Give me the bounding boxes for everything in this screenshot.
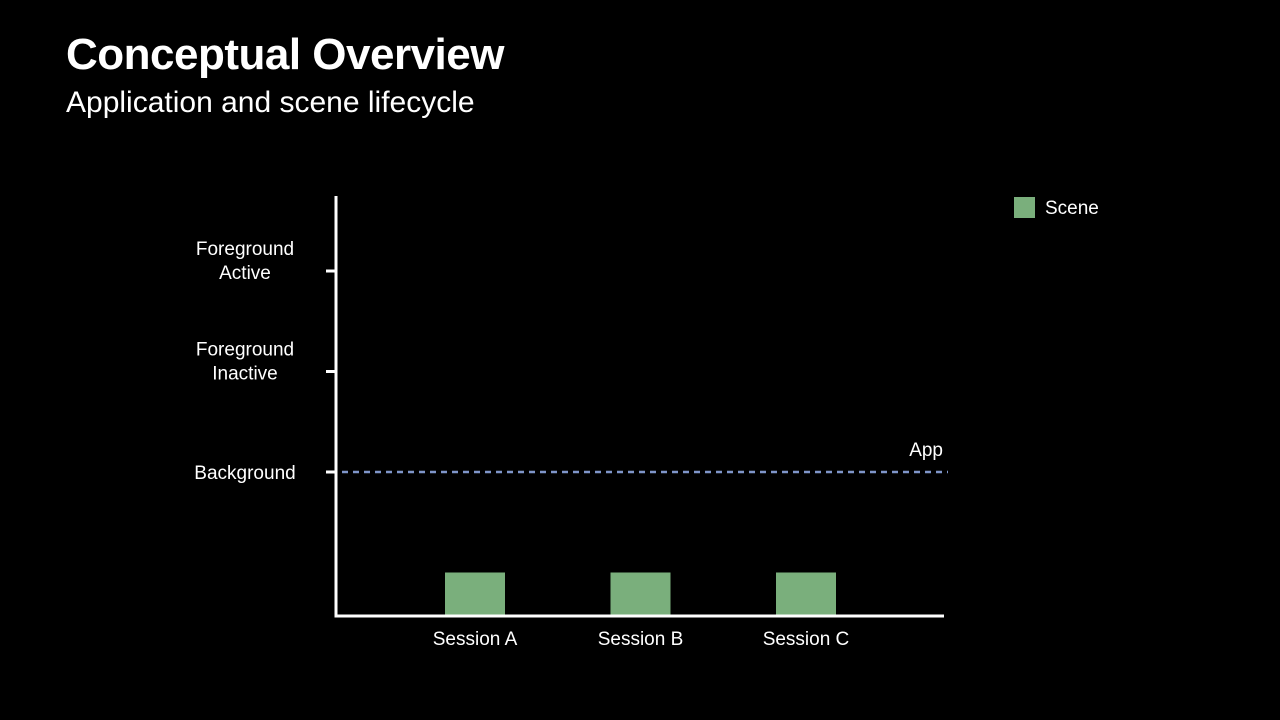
y-axis-ticks [326, 269, 336, 474]
bars [445, 572, 836, 616]
legend: Scene [1014, 197, 1099, 219]
app-reference-label: App [909, 440, 943, 461]
slide-title: Conceptual Overview [66, 30, 504, 79]
legend-label: Scene [1045, 198, 1099, 219]
x-axis-labels: Session A Session B Session C [433, 629, 850, 650]
y-tick-label: Active [219, 263, 271, 284]
y-tick-label: Inactive [212, 364, 277, 385]
bar-session-a [445, 572, 505, 616]
bar-session-b [610, 572, 671, 616]
x-tick-label: Session B [598, 629, 684, 650]
y-tick-label: Foreground [196, 239, 294, 260]
bar-session-c [776, 572, 836, 616]
x-tick-label: Session A [433, 629, 518, 650]
y-tick-label: Foreground [196, 340, 294, 361]
reference-lines: App [342, 440, 948, 474]
slide-subtitle: Application and scene lifecycle [66, 86, 475, 119]
x-tick-label: Session C [763, 629, 850, 650]
y-axis-labels: Background Foreground Inactive Foreground Ac… [194, 239, 295, 484]
y-tick-label: Background [194, 463, 295, 484]
axes [334, 196, 944, 618]
legend-swatch [1014, 197, 1035, 218]
